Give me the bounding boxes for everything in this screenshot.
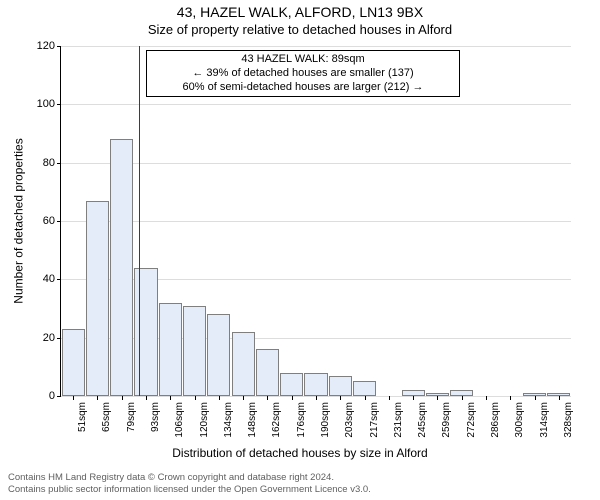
histogram-bar <box>256 349 279 396</box>
y-tick-mark <box>57 221 61 222</box>
histogram-bar <box>86 201 109 396</box>
page-title-sub: Size of property relative to detached ho… <box>0 22 600 37</box>
x-tick-mark <box>340 396 341 400</box>
histogram-bar <box>134 268 157 396</box>
x-tick-mark <box>462 396 463 400</box>
histogram-bar <box>110 139 133 396</box>
x-tick-label: 314sqm <box>539 402 550 444</box>
y-axis-label-text: Number of detached properties <box>12 138 26 303</box>
x-tick-mark <box>535 396 536 400</box>
histogram-bar <box>232 332 255 396</box>
root: 43, HAZEL WALK, ALFORD, LN13 9BX Size of… <box>0 0 600 500</box>
x-tick-label: 245sqm <box>417 402 428 444</box>
x-tick-label: 300sqm <box>514 402 525 444</box>
y-tick-mark <box>57 279 61 280</box>
y-tick-mark <box>57 46 61 47</box>
annotation-line-2: ← 39% of detached houses are smaller (13… <box>153 67 453 81</box>
histogram-plot: 02040608010012051sqm65sqm79sqm93sqm106sq… <box>60 46 571 397</box>
y-tick-label: 80 <box>43 157 55 169</box>
license-text: Contains HM Land Registry data © Crown c… <box>8 472 592 496</box>
x-tick-label: 120sqm <box>199 402 210 444</box>
x-tick-label: 176sqm <box>296 402 307 444</box>
y-tick-mark <box>57 163 61 164</box>
x-tick-label: 51sqm <box>77 402 88 444</box>
histogram-bar <box>159 303 182 396</box>
y-axis-label: Number of detached properties <box>12 46 26 396</box>
y-tick-mark <box>57 396 61 397</box>
y-tick-label: 60 <box>43 215 55 227</box>
x-tick-label: 190sqm <box>320 402 331 444</box>
x-tick-mark <box>316 396 317 400</box>
x-tick-label: 93sqm <box>150 402 161 444</box>
x-axis-label: Distribution of detached houses by size … <box>0 446 600 460</box>
y-tick-label: 20 <box>43 332 55 344</box>
license-line-2: Contains public sector information licen… <box>8 484 592 496</box>
x-tick-label: 134sqm <box>223 402 234 444</box>
x-tick-label: 259sqm <box>441 402 452 444</box>
x-tick-label: 148sqm <box>247 402 258 444</box>
x-tick-mark <box>510 396 511 400</box>
x-tick-mark <box>97 396 98 400</box>
x-tick-label: 272sqm <box>466 402 477 444</box>
x-tick-mark <box>365 396 366 400</box>
x-tick-mark <box>243 396 244 400</box>
y-tick-label: 0 <box>49 390 55 402</box>
x-tick-mark <box>170 396 171 400</box>
x-tick-label: 203sqm <box>344 402 355 444</box>
y-tick-label: 40 <box>43 273 55 285</box>
histogram-bar <box>304 373 327 396</box>
x-tick-mark <box>73 396 74 400</box>
histogram-bar <box>183 306 206 396</box>
x-tick-mark <box>219 396 220 400</box>
x-tick-label: 231sqm <box>393 402 404 444</box>
x-tick-label: 79sqm <box>126 402 137 444</box>
y-tick-mark <box>57 104 61 105</box>
x-tick-mark <box>559 396 560 400</box>
x-tick-label: 65sqm <box>101 402 112 444</box>
x-tick-label: 106sqm <box>174 402 185 444</box>
x-tick-mark <box>437 396 438 400</box>
x-tick-label: 162sqm <box>271 402 282 444</box>
histogram-bar <box>353 381 376 396</box>
reference-line <box>139 46 140 396</box>
x-tick-mark <box>389 396 390 400</box>
y-tick-mark <box>57 338 61 339</box>
annotation-line-1: 43 HAZEL WALK: 89sqm <box>153 53 453 67</box>
y-gridline <box>61 104 571 105</box>
y-tick-label: 120 <box>37 40 55 52</box>
x-tick-label: 217sqm <box>369 402 380 444</box>
y-tick-label: 100 <box>37 98 55 110</box>
histogram-bar <box>207 314 230 396</box>
histogram-bar <box>62 329 85 396</box>
annotation-box: 43 HAZEL WALK: 89sqm← 39% of detached ho… <box>146 50 460 97</box>
y-gridline <box>61 221 571 222</box>
x-tick-mark <box>267 396 268 400</box>
x-tick-mark <box>292 396 293 400</box>
x-tick-label: 328sqm <box>563 402 574 444</box>
x-tick-mark <box>146 396 147 400</box>
x-tick-mark <box>195 396 196 400</box>
license-line-1: Contains HM Land Registry data © Crown c… <box>8 472 592 484</box>
x-tick-mark <box>122 396 123 400</box>
page-title-main: 43, HAZEL WALK, ALFORD, LN13 9BX <box>0 4 600 20</box>
x-tick-mark <box>486 396 487 400</box>
annotation-line-3: 60% of semi-detached houses are larger (… <box>153 81 453 95</box>
y-gridline <box>61 46 571 47</box>
x-tick-label: 286sqm <box>490 402 501 444</box>
y-gridline <box>61 163 571 164</box>
histogram-bar <box>280 373 303 396</box>
x-tick-mark <box>413 396 414 400</box>
histogram-bar <box>329 376 352 396</box>
